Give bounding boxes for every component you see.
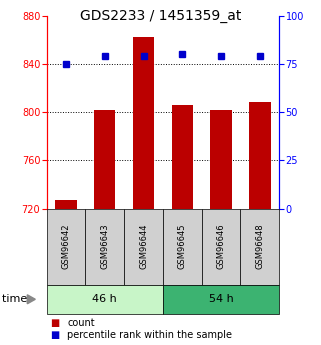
Text: GSM96644: GSM96644 [139,224,148,269]
Text: GSM96648: GSM96648 [256,224,265,269]
Bar [172,105,193,209]
Bar [55,200,77,209]
Text: 54 h: 54 h [209,294,233,304]
Bar [249,102,271,209]
Text: ■: ■ [50,330,59,339]
Bar [133,37,154,209]
Text: GSM96642: GSM96642 [61,224,70,269]
Text: count: count [67,318,95,327]
Text: time: time [2,294,30,304]
Text: ■: ■ [50,318,59,327]
Text: 46 h: 46 h [92,294,117,304]
Text: GSM96646: GSM96646 [217,224,226,269]
Text: GSM96643: GSM96643 [100,224,109,269]
Text: percentile rank within the sample: percentile rank within the sample [67,330,232,339]
Bar [94,110,115,209]
Text: GSM96645: GSM96645 [178,224,187,269]
Bar [211,110,232,209]
Text: GDS2233 / 1451359_at: GDS2233 / 1451359_at [80,9,241,23]
